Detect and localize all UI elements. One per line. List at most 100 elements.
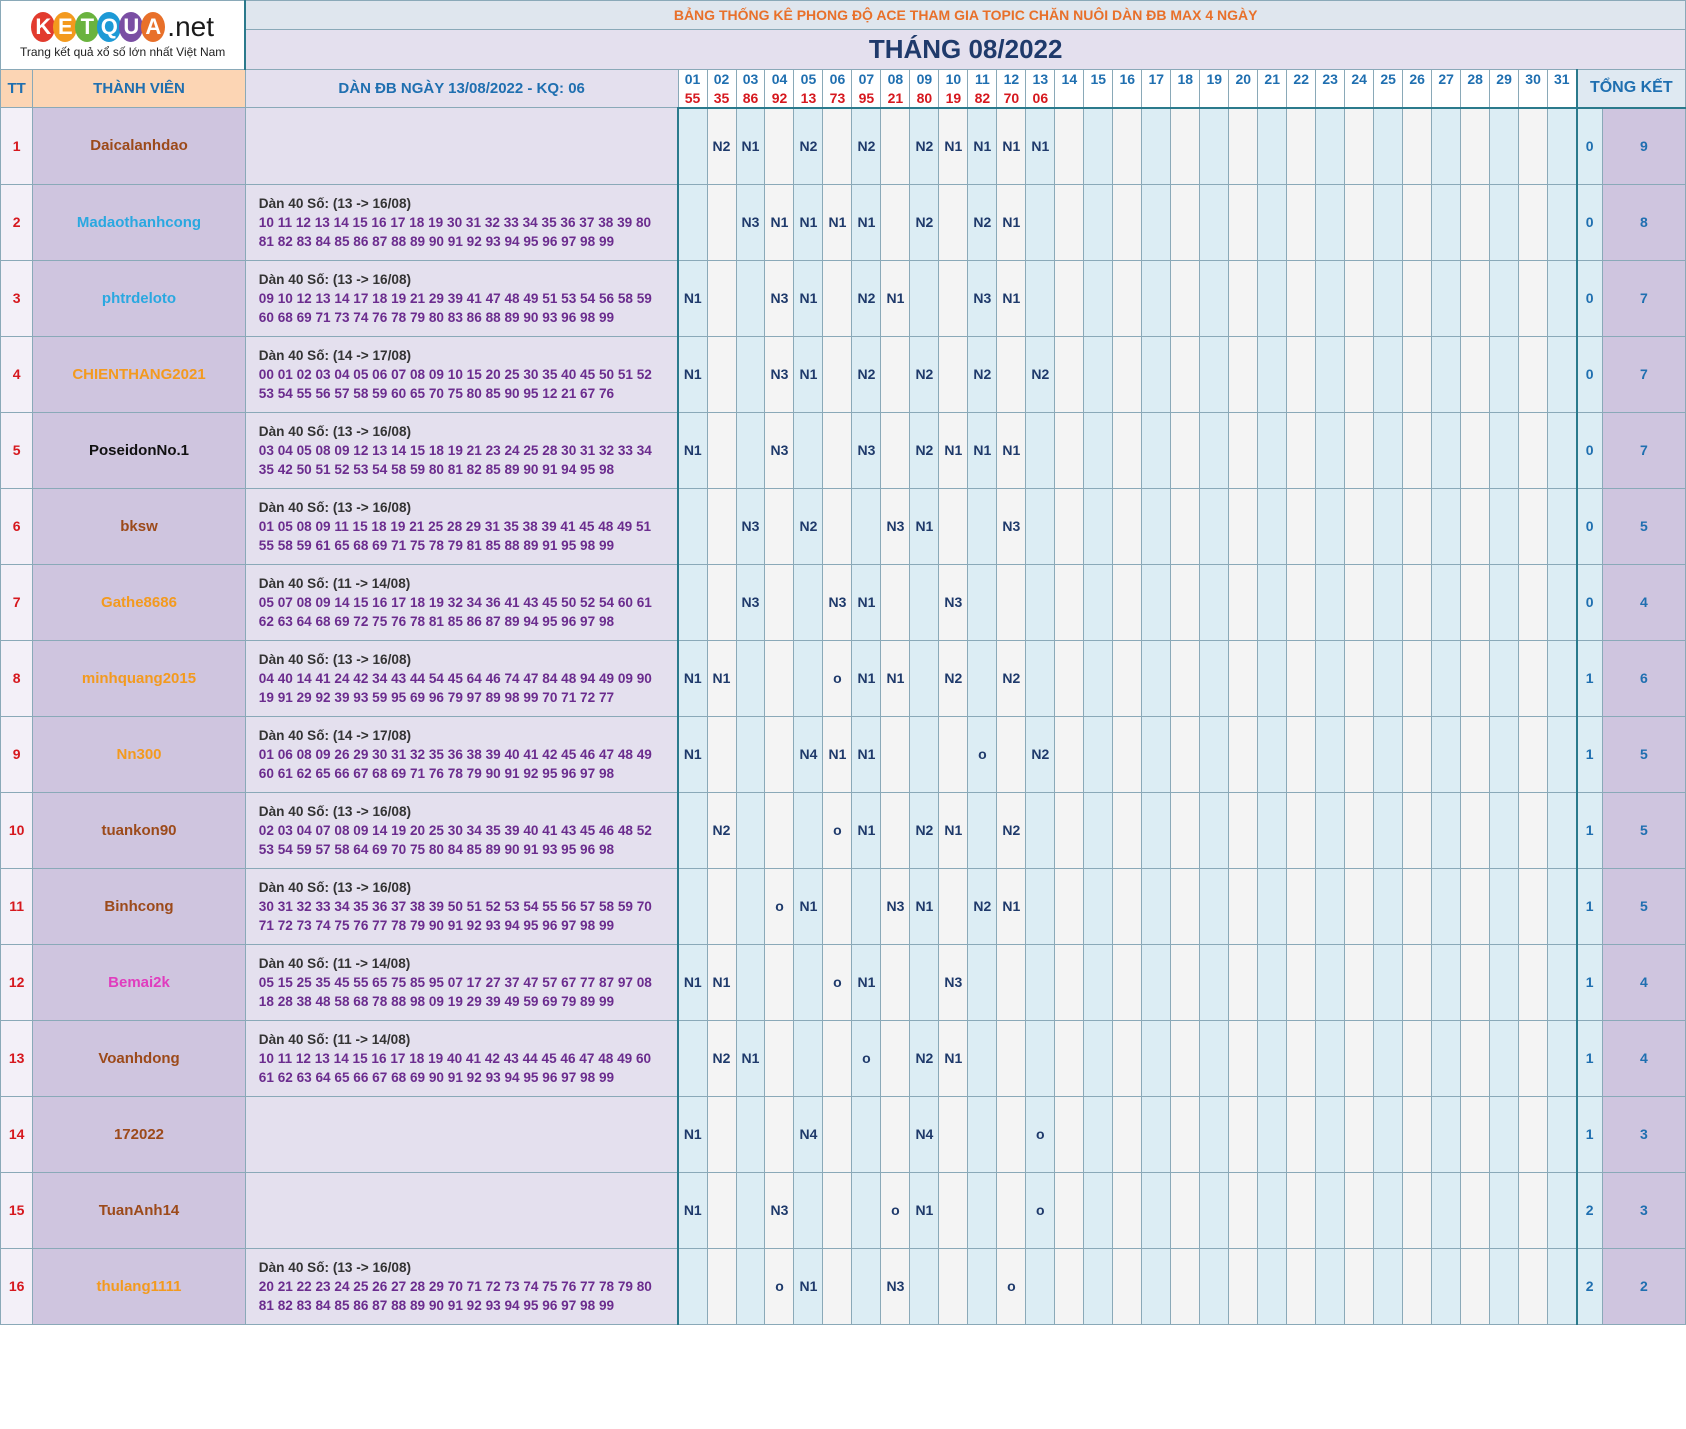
day-cell: [822, 1095, 853, 1173]
day-cell: N2: [851, 335, 882, 413]
day-cell: [1286, 1095, 1317, 1173]
day-cell: [1489, 335, 1520, 413]
day-cell: [1402, 107, 1433, 185]
day-cell: [1257, 867, 1288, 945]
day-cell: N1: [967, 107, 998, 185]
dan-line: 05 07 08 09 14 15 16 17 18 19 32 34 36 4…: [258, 594, 652, 610]
day-cell: [1083, 107, 1114, 185]
day-cell: [1228, 259, 1259, 337]
day-cell: [1112, 639, 1143, 717]
day-cell: [1489, 639, 1520, 717]
day-cell: [967, 1171, 998, 1249]
dan-label: Dàn 40 Số: (11 -> 14/08): [258, 955, 411, 971]
day-cell: [706, 183, 737, 261]
day-cell: N2: [909, 791, 940, 869]
day-cell: [1344, 943, 1375, 1021]
day-result: [1083, 88, 1114, 109]
day-cell: N3: [735, 183, 766, 261]
day-cell: [1489, 259, 1520, 337]
day-header: 06: [822, 69, 853, 89]
day-header: 23: [1315, 69, 1346, 89]
day-cell: [909, 563, 940, 641]
day-cell: [880, 411, 911, 489]
day-cell: N4: [909, 1095, 940, 1173]
day-cell: [1083, 639, 1114, 717]
day-cell: [1547, 335, 1578, 413]
day-cell: N1: [967, 411, 998, 489]
day-cell: [1547, 639, 1578, 717]
day-cell: N4: [793, 715, 824, 793]
dan-label: Dàn 40 Số: (13 -> 16/08): [258, 499, 412, 515]
day-result: [1257, 88, 1288, 109]
day-cell: [938, 487, 969, 565]
day-result: 35: [706, 88, 737, 109]
day-cell: [1025, 943, 1056, 1021]
dan-line: 62 63 64 68 69 72 75 76 78 81 85 86 87 8…: [258, 613, 615, 629]
day-cell: [1199, 183, 1230, 261]
day-cell: [1257, 1095, 1288, 1173]
day-cell: [1228, 867, 1259, 945]
day-result: 19: [938, 88, 969, 109]
day-cell: [1547, 791, 1578, 869]
day-cell: [677, 183, 708, 261]
title-row: K E T Q U A .net Trang kết quả xổ số lớn nhất …: [0, 0, 1686, 70]
day-cell: [764, 791, 795, 869]
day-cell: [822, 107, 853, 185]
day-cell: [1518, 1247, 1549, 1325]
day-cell: [1460, 639, 1491, 717]
row-number: 2: [0, 183, 34, 261]
day-cell: [1547, 715, 1578, 793]
table-row: 12 Bemai2k Dàn 40 Số: (11 -> 14/08) 05 15 2…: [0, 943, 1686, 1021]
day-cell: [1170, 1019, 1201, 1097]
day-cell: [1112, 867, 1143, 945]
logo-suffix: .net: [167, 11, 214, 42]
header-row: TT THÀNH VIÊN DÀN ĐB NGÀY 13/08/2022 - K…: [0, 69, 1686, 109]
day-cell: [880, 563, 911, 641]
day-cell: [793, 1171, 824, 1249]
logo-wordmark: K E T Q U A .net: [31, 11, 214, 43]
day-cell: N1: [851, 183, 882, 261]
day-cell: [1286, 715, 1317, 793]
day-cell: N1: [822, 183, 853, 261]
dan-label: Dàn 40 Số: (13 -> 16/08): [258, 1259, 412, 1275]
day-cell: [1170, 487, 1201, 565]
day-cell: [1257, 715, 1288, 793]
day-cell: [735, 411, 766, 489]
day-cell: [967, 791, 998, 869]
day-cell: [1460, 259, 1491, 337]
day-cell: [1547, 259, 1578, 337]
day-cell: [1460, 791, 1491, 869]
dan-label: Dàn 40 Số: (14 -> 17/08): [258, 727, 412, 743]
day-cell: [735, 335, 766, 413]
day-cell: [1402, 563, 1433, 641]
day-cell: [938, 1247, 969, 1325]
table-row: 1 Daicalanhdao N2 N1 N2 N2 N2 N1 N1 N1 N1 0 9: [0, 107, 1686, 185]
day-header: 10: [938, 69, 969, 89]
dan-line: 02 03 04 07 08 09 14 19 20 25 30 34 35 3…: [258, 822, 652, 838]
member-name: TuanAnh14: [32, 1171, 246, 1249]
day-cell: [764, 639, 795, 717]
dan-label: Dàn 40 Số: (13 -> 16/08): [258, 803, 412, 819]
day-cell: [1199, 1171, 1230, 1249]
dan-line: 20 21 22 23 24 25 26 27 28 29 70 71 72 7…: [258, 1278, 652, 1294]
dan-numbers: Dàn 40 Số: (11 -> 14/08) 05 15 25 35 45 5…: [244, 943, 680, 1021]
dan-line: 35 42 50 51 52 53 54 58 59 80 81 82 85 8…: [258, 461, 615, 477]
day-cell: [764, 487, 795, 565]
day-cell: [1547, 487, 1578, 565]
day-header: 28: [1460, 69, 1491, 89]
day-cell: [1315, 639, 1346, 717]
day-cell: [1170, 943, 1201, 1021]
day-cell: [1547, 183, 1578, 261]
day-cell: [1054, 791, 1085, 869]
day-cell: [1083, 259, 1114, 337]
day-cell: [1141, 715, 1172, 793]
day-result: 82: [967, 88, 998, 109]
dan-numbers: Dàn 40 Số: (13 -> 16/08) 04 40 14 41 24 4…: [244, 639, 680, 717]
day-cell: N2: [909, 107, 940, 185]
day-cell: [764, 1095, 795, 1173]
day-cell: [793, 411, 824, 489]
day-cell: [1518, 1019, 1549, 1097]
day-cell: N2: [706, 107, 737, 185]
day-cell: [1460, 411, 1491, 489]
day-cell: [909, 1247, 940, 1325]
